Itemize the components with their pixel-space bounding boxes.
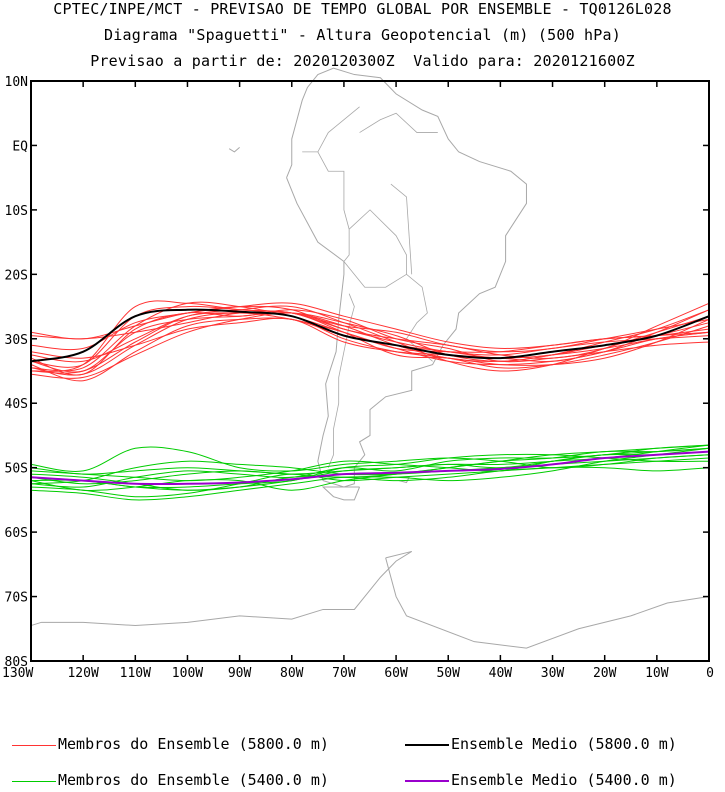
- y-tick-label: 70S: [5, 591, 28, 606]
- x-tick-label: 60W: [384, 666, 408, 681]
- country-border-3: [317, 151, 350, 262]
- map-outline-4: [228, 146, 240, 153]
- member-5800-line-4: [30, 312, 710, 369]
- y-tick-label: EQ: [12, 139, 28, 154]
- member-5800-line-6: [30, 309, 710, 376]
- mean-line-5400: [30, 450, 710, 486]
- member-5400-line-12: [30, 447, 710, 478]
- x-tick-label: 80W: [280, 666, 304, 681]
- legend-members-5400-swatch: [12, 781, 56, 782]
- legend-members-5800-label: Membros do Ensemble (5800.0 m): [58, 735, 329, 753]
- legend-members-5400-label: Membros do Ensemble (5400.0 m): [58, 771, 329, 789]
- map-outline-layer: [30, 67, 710, 649]
- y-tick-label: 60S: [5, 526, 28, 541]
- x-tick-label: 90W: [228, 666, 252, 681]
- country-border-4: [348, 209, 407, 275]
- y-tick-label: 80S: [5, 655, 28, 670]
- x-tick-label: 30W: [541, 666, 565, 681]
- spaghetti-chart: 130W 120W 110W 100W 90W 80W 70W 60W 50W 40W 30W 20W…: [2, 67, 714, 681]
- ensemble-members-layer: [30, 300, 710, 501]
- member-5800-line-9: [30, 310, 710, 366]
- legend-mean-5400-swatch: [405, 780, 449, 782]
- legend-members-5800-swatch: [12, 745, 56, 746]
- country-border-5: [390, 183, 413, 275]
- member-5400-line-9: [30, 447, 710, 501]
- country-border-1: [327, 293, 355, 468]
- member-5800-line-3: [30, 300, 710, 372]
- y-tick-label: 50S: [5, 462, 28, 477]
- x-tick-label: 50W: [436, 666, 460, 681]
- y-tick-label: 10N: [5, 75, 28, 90]
- mean-line-5800: [30, 308, 710, 363]
- country-border-6: [359, 112, 438, 133]
- y-tick-label: 20S: [5, 268, 28, 283]
- country-border-0: [343, 261, 433, 362]
- axes-layer: 130W 120W 110W 100W 90W 80W 70W 60W 50W 40W 30W 20W…: [2, 75, 714, 681]
- chart-title-line-3: Previsao a partir de: 2020120300Z Valido…: [90, 52, 635, 70]
- x-tick-label: 110W: [120, 666, 151, 681]
- x-tick-label: 20W: [593, 666, 617, 681]
- x-tick-label: 130W: [2, 666, 33, 681]
- x-tick-label: 10W: [645, 666, 669, 681]
- ensemble-mean-layer: [30, 308, 710, 486]
- y-tick-label: 10S: [5, 204, 28, 219]
- legend-mean-5800-label: Ensemble Medio (5800.0 m): [451, 735, 677, 753]
- y-tick-label: 30S: [5, 333, 28, 348]
- x-tick-label: 100W: [172, 666, 203, 681]
- member-5800-line-14: [30, 309, 710, 373]
- legend-mean-5800-swatch: [405, 744, 449, 746]
- chart-title-line-2: Diagrama "Spaguetti" - Altura Geopotenci…: [104, 26, 621, 44]
- x-tick-label: 120W: [67, 666, 98, 681]
- country-border-2: [302, 106, 360, 153]
- member-5800-line-10: [30, 305, 710, 368]
- plot-frame: [30, 80, 710, 662]
- member-5800-line-2: [30, 309, 710, 376]
- legend-mean-5400-label: Ensemble Medio (5400.0 m): [451, 771, 677, 789]
- map-outline-0: [286, 67, 527, 488]
- map-outline-2: [30, 550, 412, 627]
- y-tick-label: 40S: [5, 397, 28, 412]
- member-5400-line-4: [30, 446, 710, 472]
- member-5400-line-8: [30, 451, 710, 482]
- x-tick-label: 70W: [332, 666, 356, 681]
- x-tick-label: 40W: [489, 666, 513, 681]
- chart-title-line-1: CPTEC/INPE/MCT - PREVISAO DE TEMPO GLOBA…: [53, 0, 672, 18]
- map-outline-3: [385, 557, 710, 649]
- map-outline-1: [321, 486, 361, 501]
- member-5800-line-12: [30, 317, 710, 363]
- member-5800-line-11: [30, 305, 710, 374]
- member-5800-line-13: [30, 301, 710, 372]
- x-tick-label: 0: [706, 666, 714, 681]
